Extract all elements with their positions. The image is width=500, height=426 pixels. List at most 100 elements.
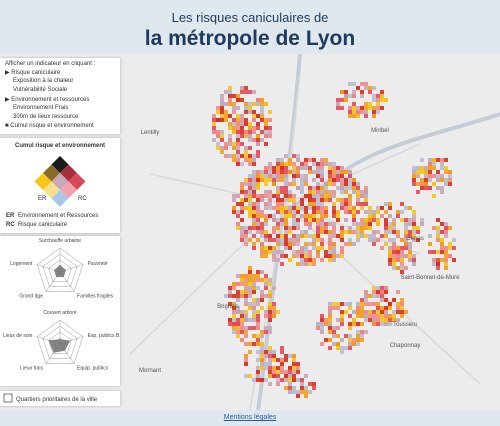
heat-cell	[256, 210, 260, 214]
heat-cell	[408, 222, 412, 226]
heat-cell	[228, 138, 232, 142]
title-line1: Les risques caniculaires de	[171, 10, 329, 25]
heat-cell	[256, 378, 260, 382]
heat-cell	[264, 278, 268, 282]
heat-cell	[308, 198, 312, 202]
heat-cell	[324, 162, 328, 166]
heat-cell	[360, 94, 364, 98]
heat-cell	[240, 294, 244, 298]
heat-cell	[376, 290, 380, 294]
heat-cell	[368, 294, 372, 298]
heat-cell	[264, 314, 268, 318]
heat-cell	[380, 90, 384, 94]
heat-cell	[340, 346, 344, 350]
heat-cell	[228, 302, 232, 306]
menu-item[interactable]: ▶ Risque caniculaire	[5, 70, 61, 76]
heat-cell	[292, 170, 296, 174]
heat-cell	[284, 162, 288, 166]
heat-cell	[236, 146, 240, 150]
heat-cell	[316, 222, 320, 226]
heat-cell	[268, 330, 272, 334]
heat-cell	[328, 318, 332, 322]
heat-cell	[228, 318, 232, 322]
heat-cell	[368, 218, 372, 222]
heat-cell	[440, 190, 444, 194]
heat-cell	[248, 154, 252, 158]
footer-link[interactable]: Mentions légales	[223, 414, 277, 421]
heat-cell	[452, 258, 456, 262]
heat-cell	[344, 334, 348, 338]
heat-cell	[316, 254, 320, 258]
heat-cell	[380, 234, 384, 238]
heat-cell	[284, 234, 288, 238]
heat-cell	[288, 242, 292, 246]
menu-item[interactable]: Exposition à la chaleur	[13, 78, 74, 84]
heat-cell	[304, 250, 308, 254]
heat-cell	[284, 198, 288, 202]
heat-cell	[276, 222, 280, 226]
heat-cell	[320, 342, 324, 346]
checkbox[interactable]	[3, 393, 13, 403]
heat-cell	[268, 346, 272, 350]
heat-cell	[344, 90, 348, 94]
heat-cell	[416, 238, 420, 242]
heat-cell	[376, 310, 380, 314]
heat-cell	[244, 122, 248, 126]
checkbox-label[interactable]: Quartiers prioritaires de la ville	[16, 397, 98, 403]
axis-label: ER	[38, 196, 47, 202]
heat-cell	[288, 386, 292, 390]
heat-cell	[340, 318, 344, 322]
heat-cell	[252, 210, 256, 214]
heat-cell	[332, 214, 336, 218]
heat-cell	[340, 250, 344, 254]
menu-item[interactable]: ▶ Environnement et ressources	[5, 97, 90, 103]
heat-cell	[376, 206, 380, 210]
heat-cell	[228, 98, 232, 102]
heat-cell	[240, 118, 244, 122]
heat-cell	[412, 214, 416, 218]
heat-cell	[296, 262, 300, 266]
heat-cell	[412, 258, 416, 262]
heat-cell	[408, 254, 412, 258]
heat-cell	[244, 342, 248, 346]
heat-cell	[444, 254, 448, 258]
heat-cell	[348, 202, 352, 206]
heat-cell	[296, 154, 300, 158]
menu-item[interactable]: ■ Cumul risque et environnement	[5, 123, 94, 129]
heat-cell	[280, 198, 284, 202]
heat-cell	[256, 334, 260, 338]
heat-cell	[304, 218, 308, 222]
checkbox-graphic[interactable]: Quartiers prioritaires de la ville	[0, 391, 120, 406]
heat-cell	[384, 318, 388, 322]
place-label: Chaponnay	[390, 343, 421, 349]
heat-cell	[328, 190, 332, 194]
heat-cell	[328, 198, 332, 202]
heat-cell	[248, 182, 252, 186]
heat-cell	[248, 122, 252, 126]
heat-cell	[364, 86, 368, 90]
heat-cell	[356, 222, 360, 226]
menu-item-text[interactable]: Risque caniculaire	[11, 70, 61, 76]
legend-code: ER	[6, 213, 15, 219]
menu-item[interactable]: Vulnérabilité Sociale	[13, 87, 68, 93]
heat-cell	[436, 250, 440, 254]
checkbox-row[interactable]: Quartiers prioritaires de la ville	[0, 391, 120, 406]
menu-item-text[interactable]: Cumul risque et environnement	[10, 123, 94, 129]
heat-cell	[356, 330, 360, 334]
heat-cell	[340, 190, 344, 194]
heat-cell	[332, 342, 336, 346]
heat-cell	[360, 230, 364, 234]
heat-cell	[244, 190, 248, 194]
heat-cell	[392, 218, 396, 222]
heat-cell	[304, 178, 308, 182]
heat-cell	[320, 194, 324, 198]
menu-item[interactable]: Environnement Frais	[13, 105, 69, 111]
heat-cell	[320, 258, 324, 262]
heat-cell	[292, 234, 296, 238]
menu-item-text[interactable]: Environnement et ressources	[11, 97, 90, 103]
menu-item[interactable]: 300m de lieux ressource	[13, 114, 79, 120]
heat-cell	[396, 254, 400, 258]
heat-cell	[232, 110, 236, 114]
heat-cell	[264, 238, 268, 242]
heat-cell	[400, 306, 404, 310]
